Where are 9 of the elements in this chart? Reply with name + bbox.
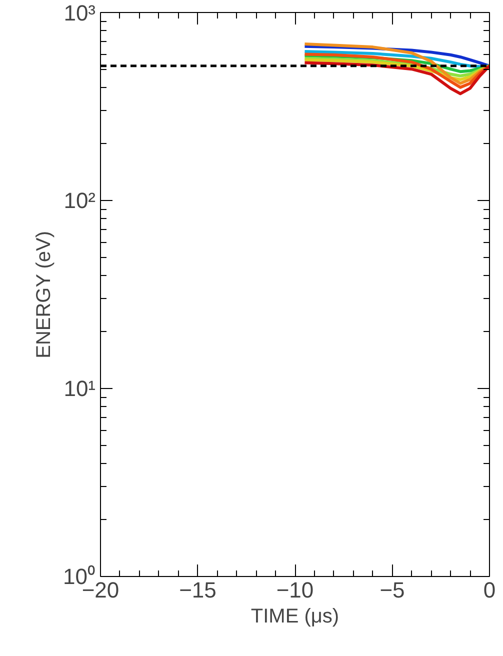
y-tick-label: 10² bbox=[64, 188, 96, 213]
y-axis-title: ENERGY (eV) bbox=[33, 230, 56, 358]
x-tick-label: −5 bbox=[380, 578, 405, 602]
x-tick-label: −10 bbox=[276, 578, 314, 602]
y-tick-label: 10¹ bbox=[64, 376, 96, 401]
x-tick-label: −15 bbox=[179, 578, 216, 602]
y-tick-label: 10³ bbox=[64, 0, 96, 26]
x-tick-label: 0 bbox=[483, 578, 496, 602]
x-axis-title: TIME (μs) bbox=[250, 606, 340, 628]
